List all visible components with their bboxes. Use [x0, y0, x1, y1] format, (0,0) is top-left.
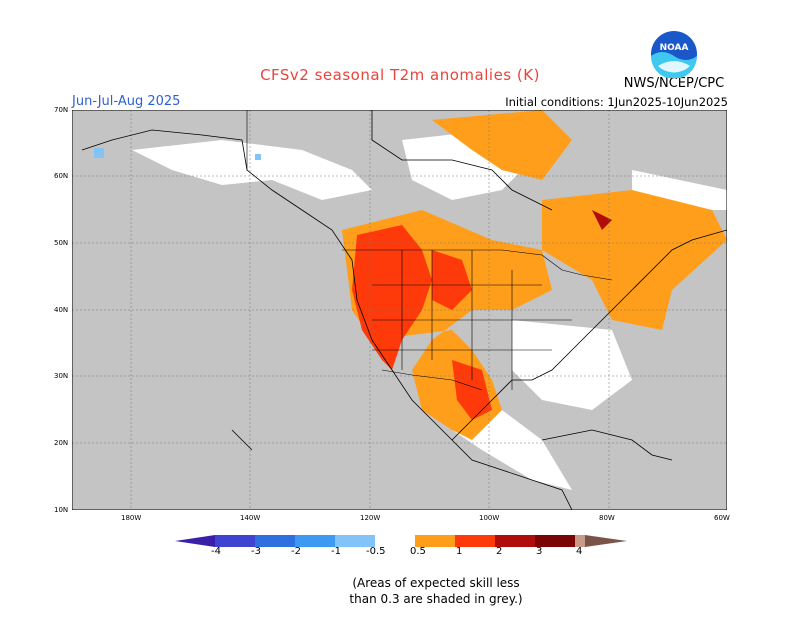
- forecast-period: Jun-Jul-Aug 2025: [72, 94, 181, 109]
- plains-red-region: [432, 250, 472, 310]
- colorbar-segment: [215, 535, 255, 547]
- graticule: [72, 110, 727, 510]
- southeast-white-region: [512, 320, 632, 410]
- colorbar-label: -4: [211, 546, 221, 557]
- lon-label: 180W: [121, 514, 142, 522]
- east-canada-orange-region: [542, 190, 727, 310]
- mid-atlantic-orange-region: [592, 280, 672, 330]
- colorbar-segment: [575, 535, 585, 547]
- texas-red-region: [452, 360, 492, 420]
- lon-label: 80W: [599, 514, 615, 522]
- colorbar-segment: [495, 535, 535, 547]
- map-title: CFSv2 seasonal T2m anomalies (K): [260, 66, 540, 84]
- colorbar-label: -1: [331, 546, 341, 557]
- southwest-red-region: [352, 225, 432, 370]
- colorbar-label: 2: [496, 546, 503, 557]
- lat-label: 70N: [54, 106, 69, 114]
- lat-label: 40N: [54, 306, 69, 314]
- colorbar-left-arrow: [175, 535, 215, 547]
- colorbar-segment: [455, 535, 495, 547]
- colorbar-label: 0.5: [410, 546, 426, 557]
- lat-label: 20N: [54, 439, 69, 447]
- hudson-orange-region: [432, 110, 572, 180]
- lat-label: 50N: [54, 239, 69, 247]
- colorbar-segment: [255, 535, 295, 547]
- colorbar-label: 1: [456, 546, 463, 557]
- lon-label: 140W: [240, 514, 261, 522]
- footnote-line-1: (Areas of expected skill less: [352, 576, 520, 590]
- colorbar-segment: [295, 535, 335, 547]
- siberia-blue-cell: [94, 148, 104, 158]
- colorbar-segment: [335, 535, 375, 547]
- alaska-blue-cell: [255, 154, 261, 160]
- colorbar-segment: [415, 535, 455, 547]
- alaska-white-region: [132, 140, 372, 200]
- colorbar-label: -3: [251, 546, 261, 557]
- noaa-logo: NOAA: [651, 31, 697, 78]
- anomaly-map: [72, 110, 727, 510]
- colorbar-label: -0.5: [366, 546, 386, 557]
- lat-label: 60N: [54, 172, 69, 180]
- initial-conditions: Initial conditions: 1Jun2025-10Jun2025: [505, 95, 728, 109]
- colorbar: [175, 535, 627, 547]
- colorbar-right-arrow: [585, 535, 627, 547]
- political-boundaries: [246, 110, 613, 391]
- agency-label: NWS/NCEP/CPC: [623, 76, 725, 91]
- colorbar-segment: [375, 535, 415, 547]
- lat-label: 10N: [54, 506, 69, 514]
- footnote-line-2: than 0.3 are shaded in grey.): [349, 592, 523, 606]
- colorbar-label: 4: [576, 546, 583, 557]
- colorbar-segment: [535, 535, 575, 547]
- lon-label: 120W: [360, 514, 381, 522]
- skill-footnote: (Areas of expected skill less than 0.3 a…: [0, 575, 800, 607]
- quebec-darkred-region: [592, 210, 612, 230]
- noaa-logo-text: NOAA: [660, 43, 689, 53]
- colorbar-label: -2: [291, 546, 301, 557]
- lon-label: 60W: [714, 514, 730, 522]
- colorbar-label: 3: [536, 546, 543, 557]
- lon-label: 100W: [479, 514, 500, 522]
- lat-label: 30N: [54, 372, 69, 380]
